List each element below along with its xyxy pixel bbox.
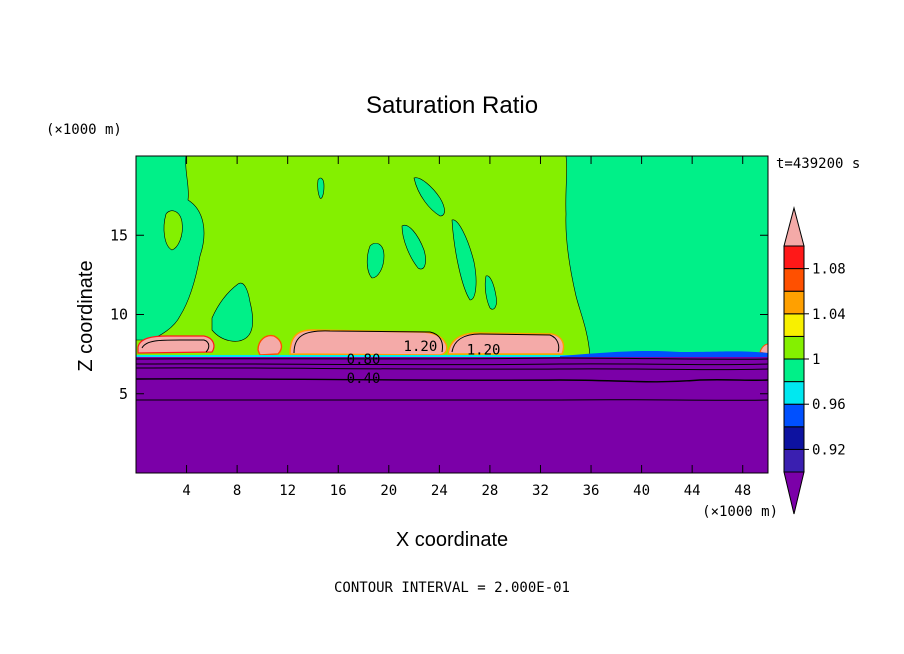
time-label: t=439200 s [776,156,860,172]
colorbar-label: 0.96 [812,397,846,413]
contour-label: 0.80 [347,352,381,368]
x-tick-label: 32 [532,483,549,499]
x-axis-ticks: 4 8 12 16 20 24 28 32 36 40 44 48 [182,156,751,499]
y-axis-label: Z coordinate [75,260,97,371]
contour-interval-label: CONTOUR INTERVAL = 2.000E-01 [334,580,570,596]
x-tick-label: 28 [481,483,498,499]
region-cap-1 [137,335,215,354]
patch-6 [451,219,477,301]
colorbar-box [783,335,805,360]
colorbar-box [783,403,805,428]
contour-label: 1.20 [404,339,438,355]
contour-line-1 [136,357,768,360]
contour-cap-1 [141,339,210,353]
band-0-94-0-96 [560,350,768,358]
y-tick-label: 10 [110,306,128,324]
x-unit-label: (×1000 m) [702,504,778,520]
patch-1 [211,282,253,342]
y-tick-label: 5 [119,385,128,403]
patch-3 [366,243,385,279]
colorbar-box [783,245,805,270]
x-tick-label: 44 [684,483,701,499]
contour-line-4 [136,378,768,383]
contour-line-5 [136,399,768,401]
chart-title: Saturation Ratio [366,92,538,119]
contour-label: 1.20 [467,342,501,358]
y-unit-label: (×1000 m) [46,122,122,138]
region-0-98-1-00-right [565,156,768,357]
colorbar-box [783,358,805,383]
patch-7 [484,275,497,310]
contour-line-2 [136,363,768,366]
x-tick-label: 8 [233,483,241,499]
patch-5 [401,224,426,270]
patch-4 [413,177,445,217]
band-0-94-0-98 [136,355,768,358]
colorbar-top-triangle [783,206,805,247]
x-axis-label: X coordinate [396,529,508,551]
colorbar-label: 0.92 [812,442,846,458]
colorbar-box [783,448,805,473]
x-tick-label: 48 [734,483,751,499]
contour-cap-4 [451,333,560,353]
colorbar-box [783,426,805,450]
colorbar-box [783,290,805,315]
colorbar-box [783,313,805,337]
x-tick-label: 40 [633,483,650,499]
colorbar-box [783,381,805,405]
x-tick-label: 36 [583,483,600,499]
y-axis-ticks: 5 10 15 [110,226,768,403]
x-tick-label: 4 [182,483,190,499]
x-tick-label: 20 [380,483,397,499]
patch-2 [163,210,183,251]
contour-line-3 [136,367,768,371]
patch-8 [317,177,325,199]
y-tick-label: 15 [110,226,128,244]
colorbar-bottom-triangle [783,471,805,515]
x-tick-label: 24 [431,483,448,499]
colorbar-label: 1 [812,352,820,368]
plot-area: 0.80 0.40 1.20 1.20 [136,156,768,473]
region-below-0-92 [136,357,768,473]
region-cap-4 [447,332,565,355]
contour-cap-3 [293,330,443,354]
contour-label: 0.40 [347,371,381,387]
contour-labels: 0.80 0.40 1.20 1.20 [347,339,501,387]
region-cap-5 [759,343,768,355]
x-tick-label: 16 [330,483,347,499]
x-tick-label: 12 [279,483,296,499]
colorbar-box [783,268,805,292]
region-cap-2 [257,334,283,356]
colorbar: 0.92 0.96 1 1.04 1.08 [783,206,846,515]
colorbar-label: 1.04 [812,307,846,323]
colorbar-label: 1.08 [812,262,846,278]
